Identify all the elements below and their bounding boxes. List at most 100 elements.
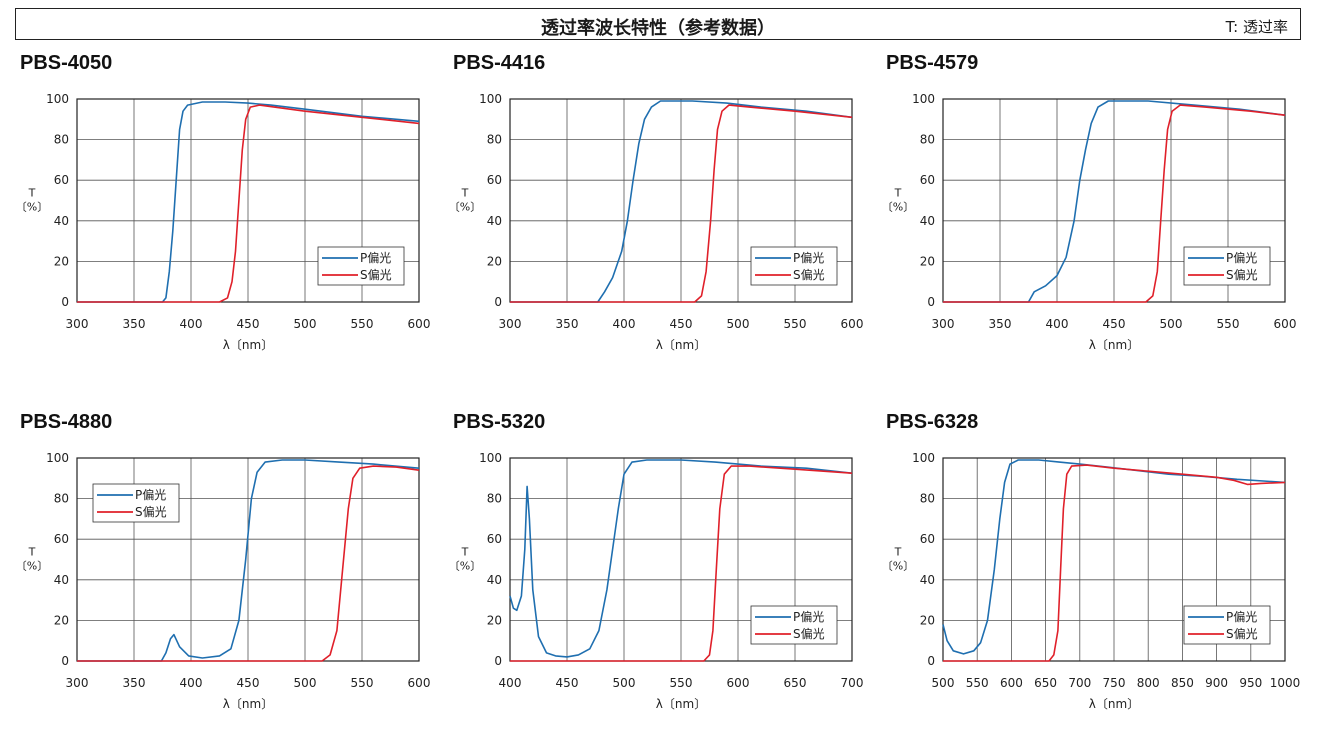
y-tick-label: 20 <box>920 254 935 268</box>
legend-box <box>1183 605 1271 645</box>
y-axis-label: T <box>894 187 902 200</box>
x-tick-label: 500 <box>613 676 636 690</box>
x-axis-label: λ〔nm〕 <box>1089 697 1139 711</box>
page-title: 透过率波长特性（参考数据） <box>541 18 775 39</box>
y-tick-label: 100 <box>479 451 502 465</box>
legend-label: P偏光 <box>793 250 824 265</box>
chart-title: PBS-4579 <box>886 52 979 74</box>
x-tick-label: 550 <box>966 676 989 690</box>
series-line-s <box>510 465 853 662</box>
legend-label: S偏光 <box>360 267 392 282</box>
series-line-s <box>77 104 420 303</box>
x-tick-label: 300 <box>66 317 89 331</box>
x-tick-label: 550 <box>784 317 807 331</box>
chart-panel-5: PBS-5320 400 450 500 550 600 650 700 0 20 40 60 80 1… <box>449 411 869 711</box>
x-tick-label: 900 <box>1205 676 1228 690</box>
legend-label: S偏光 <box>135 504 167 519</box>
y-tick-label: 40 <box>54 214 69 228</box>
x-tick-label: 350 <box>556 317 579 331</box>
chart-svg: 400 450 500 550 600 650 700 0 20 40 60 80 100 T〔%〕 λ〔n… <box>449 451 864 711</box>
x-tick-label: 950 <box>1239 676 1262 690</box>
y-tick-label: 0 <box>61 295 69 309</box>
y-tick-label: 0 <box>927 654 935 668</box>
legend-box <box>92 483 180 523</box>
legend-label: S偏光 <box>1226 626 1258 641</box>
legend-label: P偏光 <box>1226 250 1257 265</box>
y-axis-unit: 〔%〕 <box>16 560 48 573</box>
chart-panel-6: PBS-6328 500 550 600 650 700 750 800 850 900 950 1… <box>882 411 1302 711</box>
x-tick-label: 400 <box>1046 317 1069 331</box>
chart-panel-3: PBS-4579 300 350 400 450 500 550 600 0 20 40 60 80 1… <box>882 52 1302 352</box>
x-tick-label: 600 <box>408 676 431 690</box>
legend-box <box>1183 246 1271 286</box>
y-tick-label: 0 <box>494 295 502 309</box>
legend-box <box>750 605 838 645</box>
x-tick-label: 600 <box>1000 676 1023 690</box>
x-axis-label: λ〔nm〕 <box>656 697 706 711</box>
x-tick-label: 300 <box>66 676 89 690</box>
series-line-s <box>943 464 1286 662</box>
x-tick-label: 550 <box>670 676 693 690</box>
x-tick-label: 650 <box>1034 676 1057 690</box>
y-tick-label: 80 <box>54 492 69 506</box>
y-tick-label: 40 <box>487 573 502 587</box>
x-tick-label: 550 <box>351 317 374 331</box>
x-tick-label: 550 <box>1217 317 1240 331</box>
y-tick-label: 80 <box>920 492 935 506</box>
x-tick-label: 300 <box>499 317 522 331</box>
x-tick-label: 600 <box>841 317 864 331</box>
y-axis-label: T <box>28 546 36 559</box>
x-tick-label: 750 <box>1103 676 1126 690</box>
x-tick-label: 800 <box>1137 676 1160 690</box>
y-axis-unit: 〔%〕 <box>882 201 914 214</box>
chart-title: PBS-4050 <box>20 52 113 74</box>
y-tick-label: 40 <box>920 573 935 587</box>
x-tick-label: 500 <box>1160 317 1183 331</box>
y-axis-label: T <box>894 546 902 559</box>
series-line-p <box>942 459 1286 655</box>
y-tick-label: 40 <box>920 214 935 228</box>
legend-label: S偏光 <box>793 626 825 641</box>
chart-panel-1: PBS-4050 300 350 400 450 500 550 600 0 20 40 60 80 1… <box>16 52 436 352</box>
series-line-s <box>77 465 420 662</box>
legend-label: P偏光 <box>793 609 824 624</box>
y-tick-label: 20 <box>54 254 69 268</box>
x-tick-label: 850 <box>1171 676 1194 690</box>
series-line-s <box>943 104 1286 303</box>
x-tick-label: 500 <box>294 676 317 690</box>
y-tick-label: 20 <box>920 613 935 627</box>
y-tick-label: 100 <box>479 92 502 106</box>
y-axis-label: T <box>461 187 469 200</box>
series-line-p <box>509 459 853 658</box>
header-note: T: 透过率 <box>1225 18 1288 36</box>
x-tick-label: 450 <box>237 676 260 690</box>
x-tick-label: 350 <box>989 317 1012 331</box>
x-tick-label: 500 <box>932 676 955 690</box>
y-axis-unit: 〔%〕 <box>16 201 48 214</box>
y-axis-unit: 〔%〕 <box>882 560 914 573</box>
legend-label: P偏光 <box>135 487 166 502</box>
y-tick-label: 60 <box>920 532 935 546</box>
chart-svg: 300 350 400 450 500 550 600 0 20 40 60 80 100 T〔%〕 λ〔n… <box>16 451 431 711</box>
y-axis-unit: 〔%〕 <box>449 201 481 214</box>
x-tick-label: 450 <box>556 676 579 690</box>
y-tick-label: 40 <box>54 573 69 587</box>
series-line-p <box>943 100 1286 303</box>
y-tick-label: 20 <box>54 613 69 627</box>
x-tick-label: 600 <box>727 676 750 690</box>
x-tick-label: 400 <box>499 676 522 690</box>
x-tick-label: 450 <box>670 317 693 331</box>
y-tick-label: 60 <box>54 173 69 187</box>
chart-svg: 300 350 400 450 500 550 600 0 20 40 60 80 100 T〔%〕 λ〔n… <box>882 92 1297 352</box>
series-line-s <box>510 104 853 303</box>
chart-panel-4: PBS-4880 300 350 400 450 500 550 600 0 20 40 60 80 1… <box>16 411 436 711</box>
x-tick-label: 450 <box>237 317 260 331</box>
x-tick-label: 400 <box>180 676 203 690</box>
y-axis-label: T <box>461 546 469 559</box>
y-tick-label: 80 <box>487 492 502 506</box>
y-tick-label: 100 <box>912 451 935 465</box>
x-axis-label: λ〔nm〕 <box>1089 338 1139 352</box>
x-tick-label: 500 <box>294 317 317 331</box>
y-tick-label: 0 <box>61 654 69 668</box>
chart-title: PBS-6328 <box>886 411 979 433</box>
